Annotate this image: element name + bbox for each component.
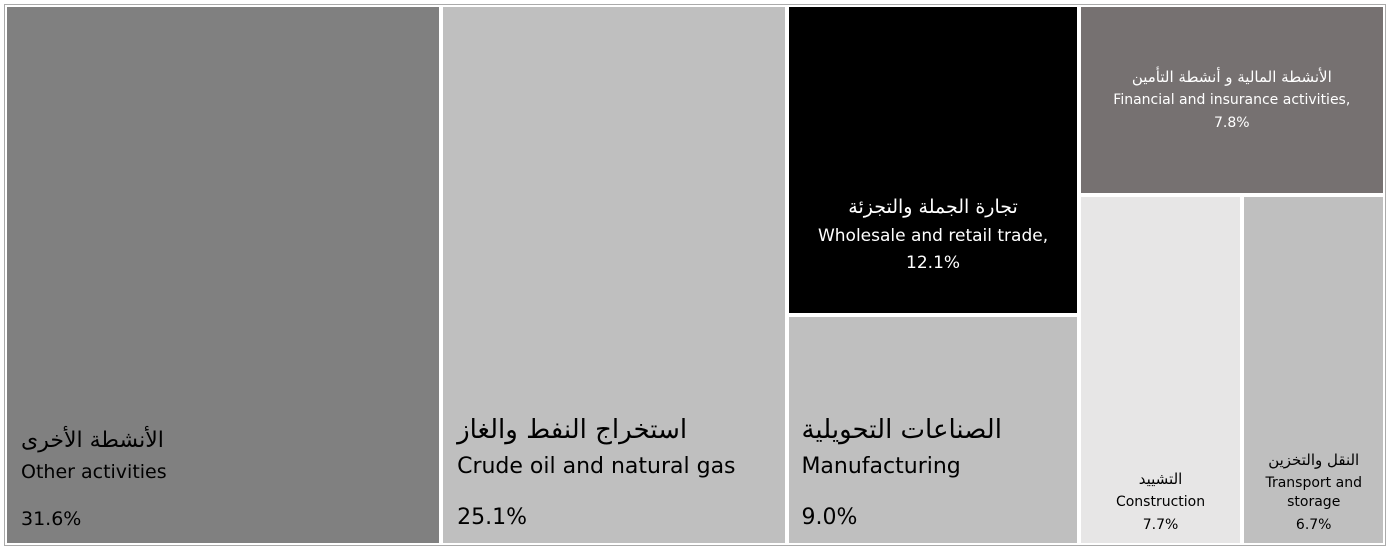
value-label: 31.6% — [21, 508, 82, 531]
english-label: Crude oil and natural gas — [457, 453, 736, 479]
treemap: الأنشطة الأخرى Other activities 31.6% استخر… — [4, 4, 1386, 546]
arabic-label: استخراج النفط والغاز — [457, 414, 688, 445]
arabic-label: الأنشطة المالية و أنشطة التأمين — [1131, 67, 1332, 86]
value-label: 12.1% — [906, 252, 961, 273]
english-label: Transport and storage — [1265, 475, 1362, 511]
english-label: Financial and insurance activities, — [1113, 92, 1351, 109]
english-label: Manufacturing — [801, 453, 961, 479]
english-label: Construction — [1115, 494, 1206, 511]
english-label: Wholesale and retail trade, — [817, 225, 1049, 246]
arabic-label: التشييد — [1138, 469, 1183, 488]
tile: الصناعات التحويلية Manufacturing 9.0% — [789, 316, 1077, 543]
tile: النقل والتخزين Transport and storage 6.7% — [1244, 196, 1383, 543]
tile: التشييد Construction 7.7% — [1080, 196, 1241, 543]
tile: تجارة الجملة والتجزئة Wholesale and retai… — [789, 7, 1077, 313]
value-label: 7.8% — [1214, 114, 1250, 131]
tile: استخراج النفط والغاز Crude oil and natura… — [443, 7, 786, 543]
value-label: 7.7% — [1142, 517, 1179, 534]
arabic-label: تجارة الجملة والتجزئة — [848, 196, 1018, 219]
english-label: Other activities — [21, 460, 167, 483]
value-label: 6.7% — [1295, 517, 1332, 534]
arabic-label: الأنشطة الأخرى — [21, 428, 164, 454]
arabic-label: الصناعات التحويلية — [801, 414, 1002, 445]
value-label: 25.1% — [457, 505, 527, 531]
value-label: 9.0% — [801, 505, 858, 531]
arabic-label: النقل والتخزين — [1268, 451, 1360, 470]
tile: الأنشطة المالية و أنشطة التأمين Financial… — [1080, 7, 1383, 193]
tile: الأنشطة الأخرى Other activities 31.6% — [7, 7, 440, 543]
